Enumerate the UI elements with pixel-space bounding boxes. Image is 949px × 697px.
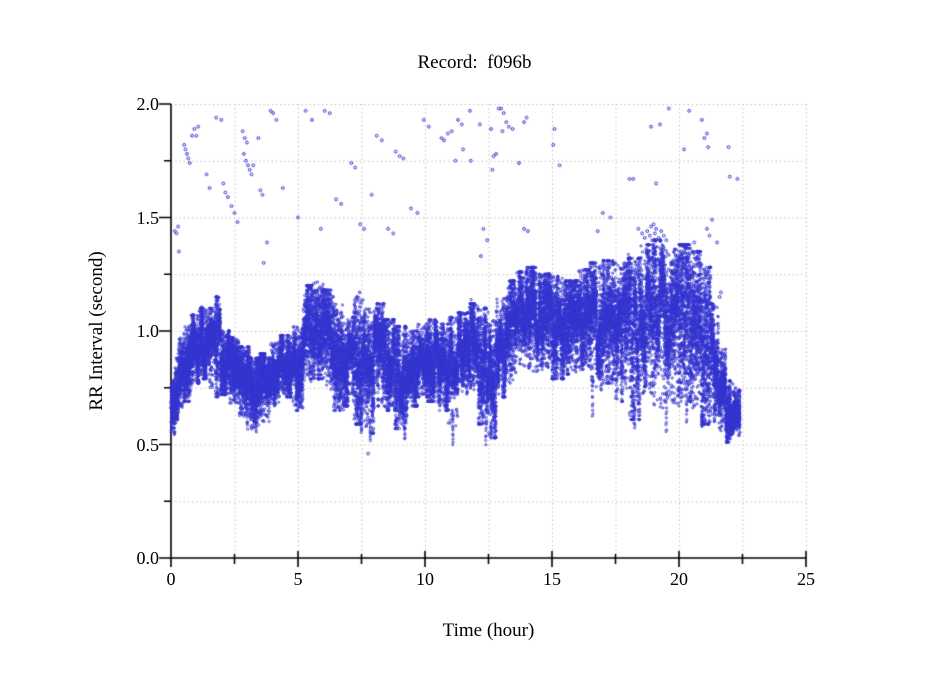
x-axis-title: Time (hour) xyxy=(442,620,535,641)
x-tick-label: 20 xyxy=(670,569,688,589)
x-tick-label: 15 xyxy=(543,569,561,589)
y-tick-label: 1.0 xyxy=(136,321,160,341)
x-tick-label: 25 xyxy=(797,569,815,589)
x-tick-label: 10 xyxy=(416,569,434,589)
y-tick-label: 2.0 xyxy=(136,94,160,114)
chart-title: Record: f096b xyxy=(417,52,532,73)
y-axis-title-text: RR Interval (second) xyxy=(86,251,107,411)
x-tick-label: 0 xyxy=(166,569,176,589)
y-tick-label: 0.0 xyxy=(136,548,160,568)
y-tick-label: 0.5 xyxy=(136,434,160,455)
x-tick-label: 5 xyxy=(293,569,303,589)
y-tick-label: 1.5 xyxy=(136,207,160,228)
